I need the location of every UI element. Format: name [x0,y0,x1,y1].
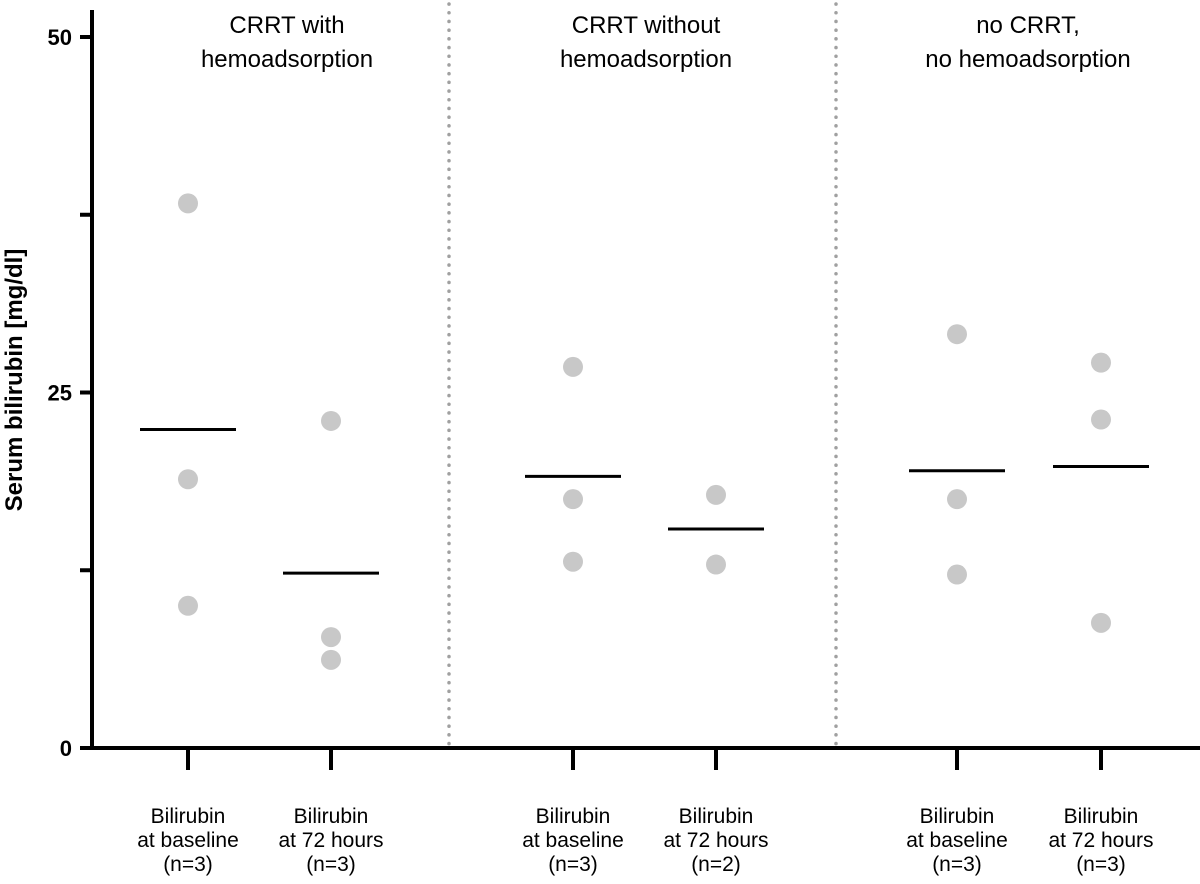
category-label-line: at baseline [522,829,624,852]
data-point [1091,612,1111,633]
category-label-line: Bilirubin [151,805,226,828]
panel-title-line: no hemoadsorption [925,46,1130,73]
data-point [947,324,967,345]
data-point [563,356,583,377]
category-label-line: at 72 hours [663,829,768,852]
category-label-line: Bilirubin [679,805,754,828]
panel-title-line: hemoadsorption [201,46,373,73]
category-label: Bilirubin at 72 hours (n=3) [1048,805,1153,876]
panel-title: CRRT without hemoadsorption [560,12,732,73]
panel-title-line: CRRT without [572,12,721,39]
category-label-line: at 72 hours [1048,829,1153,852]
category-label: Bilirubin at 72 hours (n=3) [278,805,383,876]
panel-title: CRRT with hemoadsorption [201,12,373,73]
category-label-line: at baseline [137,829,239,852]
data-point [178,193,198,214]
category-label-line: (n=3) [548,853,598,876]
data-point [178,469,198,490]
panel-title-line: CRRT with [229,12,344,39]
data-point [1091,409,1111,430]
category-label-line: (n=3) [1076,853,1126,876]
category-label: Bilirubin at baseline (n=3) [137,805,239,876]
panel-title-line: hemoadsorption [560,46,732,73]
y-tick-label: 0 [60,736,72,761]
data-point [947,489,967,510]
category-labels: Bilirubin at baseline (n=3)Bilirubin at 72 … [137,805,1153,876]
category-label-line: at baseline [906,829,1008,852]
panel-titles: CRRT with hemoadsorption CRRT without hemoa… [201,12,1131,73]
y-axis-label: Serum bilirubin [mg/dl] [1,249,28,512]
panel-title: no CRRT, no hemoadsorption [925,12,1130,73]
data-point [178,595,198,616]
data-point [321,410,341,431]
data-point [321,649,341,670]
category-label-line: (n=2) [691,853,741,876]
category-label-line: Bilirubin [536,805,611,828]
category-label: Bilirubin at baseline (n=3) [522,805,624,876]
data-marks [140,193,1149,670]
axes: 0 25 50 Serum bilirubin [mg/dl] [1,10,1200,770]
data-point [321,627,341,648]
data-point [706,484,726,505]
category-label-line: (n=3) [306,853,356,876]
category-label-line: (n=3) [932,853,982,876]
y-tick-label: 25 [48,381,72,406]
panel-dividers [447,2,838,746]
data-point [563,551,583,572]
category-label: Bilirubin at 72 hours (n=2) [663,805,768,876]
category-label-line: Bilirubin [1064,805,1139,828]
category-label-line: at 72 hours [278,829,383,852]
data-point [706,554,726,575]
y-tick-label: 50 [48,25,72,50]
data-point [947,564,967,585]
data-point [563,489,583,510]
category-label-line: Bilirubin [294,805,369,828]
data-point [1091,352,1111,373]
panel-title-line: no CRRT, [976,12,1080,39]
category-label: Bilirubin at baseline (n=3) [906,805,1008,876]
category-label-line: (n=3) [163,853,213,876]
category-label-line: Bilirubin [920,805,995,828]
